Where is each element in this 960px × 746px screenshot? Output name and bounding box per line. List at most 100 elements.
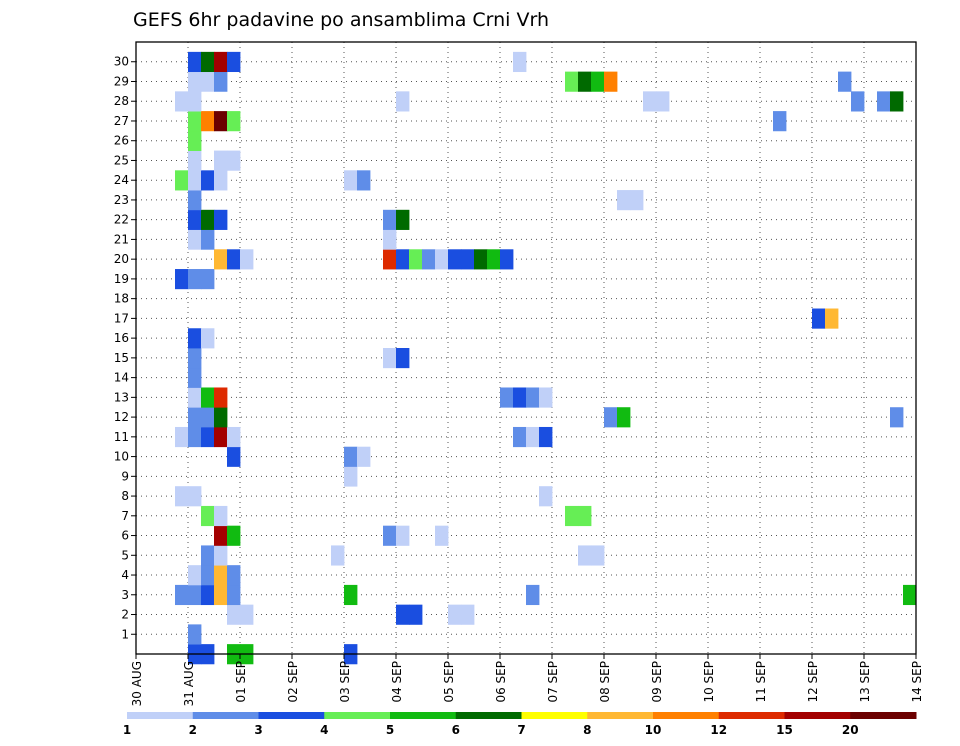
heatmap-cell	[461, 604, 475, 625]
legend-swatch	[521, 712, 588, 719]
y-tick-label: 14	[114, 371, 129, 385]
legend-label: 15	[776, 723, 793, 737]
y-tick-label: 16	[114, 331, 129, 345]
heatmap-cell	[357, 446, 371, 467]
legend-label: 8	[583, 723, 591, 737]
y-tick-label: 23	[114, 193, 129, 207]
y-tick-label: 18	[114, 292, 129, 306]
heatmap-cell	[617, 407, 631, 428]
x-tick-label: 05 SEP	[442, 661, 456, 703]
x-tick-label: 04 SEP	[390, 661, 404, 703]
heatmap-cell	[890, 91, 904, 112]
heatmap-cell	[214, 545, 228, 566]
heatmap-cell	[890, 407, 904, 428]
heatmap-cell	[383, 525, 397, 546]
legend-label: 3	[254, 723, 262, 737]
y-tick-label: 5	[121, 548, 129, 562]
y-axis: 1234567891011121314151617181920212223242…	[114, 55, 136, 641]
heatmap-cell	[435, 249, 449, 270]
heatmap-cell	[383, 249, 397, 270]
x-tick-label: 30 AUG	[130, 661, 144, 706]
y-tick-label: 6	[121, 529, 129, 543]
heatmap-cell	[188, 328, 202, 349]
y-tick-label: 17	[114, 311, 129, 325]
heatmap-cell	[591, 71, 605, 92]
x-tick-label: 03 SEP	[338, 661, 352, 703]
chart-title: GEFS 6hr padavine po ansamblima Crni Vrh	[133, 9, 549, 31]
heatmap-cell	[188, 111, 202, 132]
legend-swatch	[127, 712, 194, 719]
heatmap-cell	[175, 91, 189, 112]
y-tick-label: 3	[121, 588, 129, 602]
heatmap-cell	[227, 51, 241, 73]
heatmap-cell	[175, 584, 189, 606]
heatmap-cell	[188, 51, 202, 73]
y-tick-label: 25	[114, 153, 129, 167]
legend-label: 12	[710, 723, 727, 737]
heatmap-cell	[227, 426, 241, 448]
heatmap-cell	[851, 91, 865, 112]
heatmap-cell	[604, 407, 618, 428]
heatmap-cell	[643, 91, 657, 112]
x-tick-label: 10 SEP	[702, 661, 716, 703]
heatmap-cell	[214, 565, 228, 586]
heatmap-cell	[903, 584, 917, 606]
legend-label: 7	[517, 723, 525, 737]
heatmap-cell	[214, 426, 228, 448]
x-tick-label: 31 AUG	[182, 661, 196, 706]
legend-label: 1	[123, 723, 131, 737]
plot-frame	[135, 41, 917, 655]
heatmap-cell	[331, 545, 345, 566]
legend-label: 20	[842, 723, 859, 737]
heatmap-cell	[656, 91, 670, 112]
heatmap-cell	[500, 387, 514, 408]
heatmap-cell	[188, 367, 202, 388]
heatmap-cell	[214, 71, 228, 92]
y-tick-label: 24	[114, 173, 129, 187]
heatmap-cell	[188, 170, 202, 191]
y-tick-label: 8	[121, 489, 129, 503]
heatmap-cell	[240, 249, 254, 270]
heatmap-cell	[214, 584, 228, 606]
heatmap-cell	[461, 249, 475, 270]
heatmap-cell	[227, 604, 241, 625]
heatmap-cell	[201, 209, 215, 230]
heatmap-cell	[500, 249, 514, 270]
heatmap-cell	[188, 150, 202, 171]
heatmap-cell	[201, 426, 215, 448]
x-tick-label: 11 SEP	[754, 661, 768, 703]
heatmap-cell	[227, 150, 241, 171]
x-axis: 30 AUG 31 AUG 01 SEP 02 SEP 03 SEP 04 SEP 05 S…	[130, 654, 924, 706]
heatmap-cell	[175, 426, 189, 448]
y-tick-label: 12	[114, 410, 129, 424]
heatmap-cell	[201, 111, 215, 132]
heatmap-cell	[396, 209, 410, 230]
heatmap-cell	[227, 525, 241, 546]
y-tick-label: 27	[114, 114, 129, 128]
heatmap-cell	[188, 426, 202, 448]
heatmap-cell	[214, 249, 228, 270]
heatmap-cell	[396, 525, 410, 546]
heatmap-cell	[877, 91, 891, 112]
heatmap-cell	[188, 407, 202, 428]
heatmap-cell	[344, 446, 358, 467]
heatmap-cell	[214, 407, 228, 428]
heatmap-cell	[201, 71, 215, 92]
legend-swatch	[455, 712, 522, 719]
x-tick-label: 12 SEP	[806, 661, 820, 703]
heatmap-cell	[383, 229, 397, 250]
heatmap-cell	[188, 584, 202, 606]
x-tick-label: 06 SEP	[494, 661, 508, 703]
heatmap-cell	[630, 190, 644, 211]
heatmap-cell	[539, 387, 553, 408]
heatmap-cell	[175, 486, 189, 507]
legend-label: 2	[189, 723, 197, 737]
heatmap-cell	[344, 170, 358, 191]
heatmap-cell	[214, 170, 228, 191]
legend-swatch	[653, 712, 720, 719]
legend-swatch	[324, 712, 391, 719]
heatmap-cell	[188, 624, 202, 645]
heatmap-cell	[201, 170, 215, 191]
heatmap-cell	[591, 545, 605, 566]
